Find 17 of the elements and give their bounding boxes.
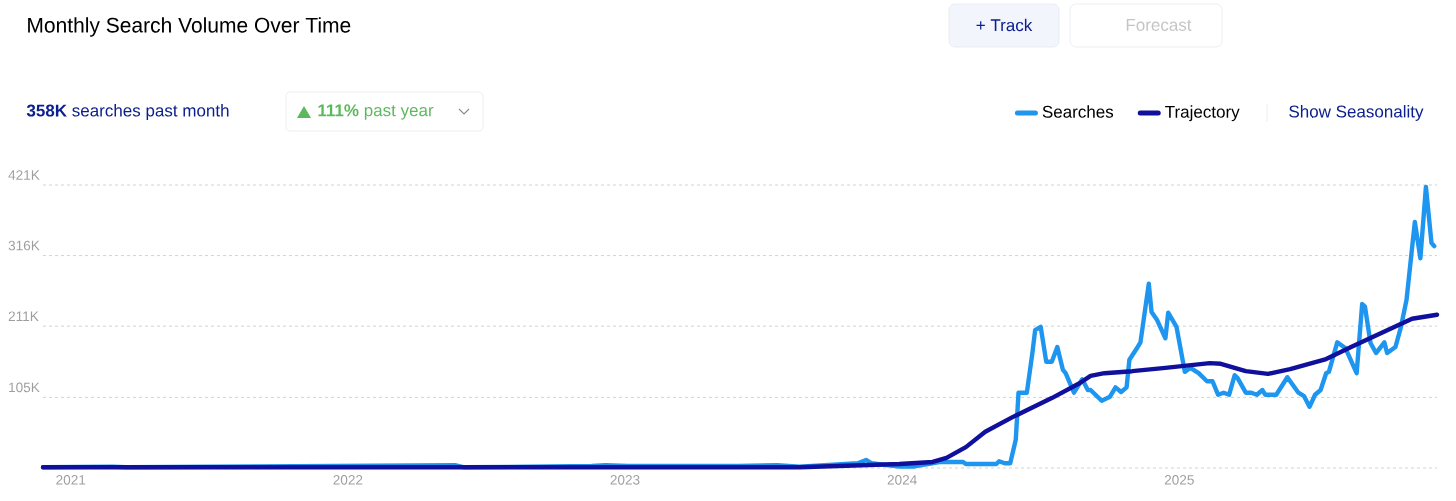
x-tick-label: 2025 (1164, 475, 1194, 485)
x-tick-label: 2024 (887, 475, 917, 485)
text: Forecast (1126, 19, 1192, 31)
legend-label: Searches (1042, 105, 1114, 118)
y-tick-label: 316K (8, 240, 40, 251)
y-tick-label: 211K (8, 311, 39, 321)
text: 358K searches past month (26, 104, 229, 120)
chart-title: Monthly Search Volume Over Time (28, 17, 351, 37)
text: Show Seasonality (1289, 105, 1424, 121)
x-tick-label: 2022 (333, 475, 363, 485)
x-tick-label: 2023 (610, 475, 640, 485)
text: 111% past year (318, 104, 434, 120)
x-tick-label: 2021 (56, 475, 86, 485)
y-tick-label: 105K (9, 382, 40, 393)
y-tick-label: 421K (8, 170, 40, 180)
legend-label: Trajectory (1165, 105, 1240, 122)
text: + Track (976, 18, 1033, 32)
